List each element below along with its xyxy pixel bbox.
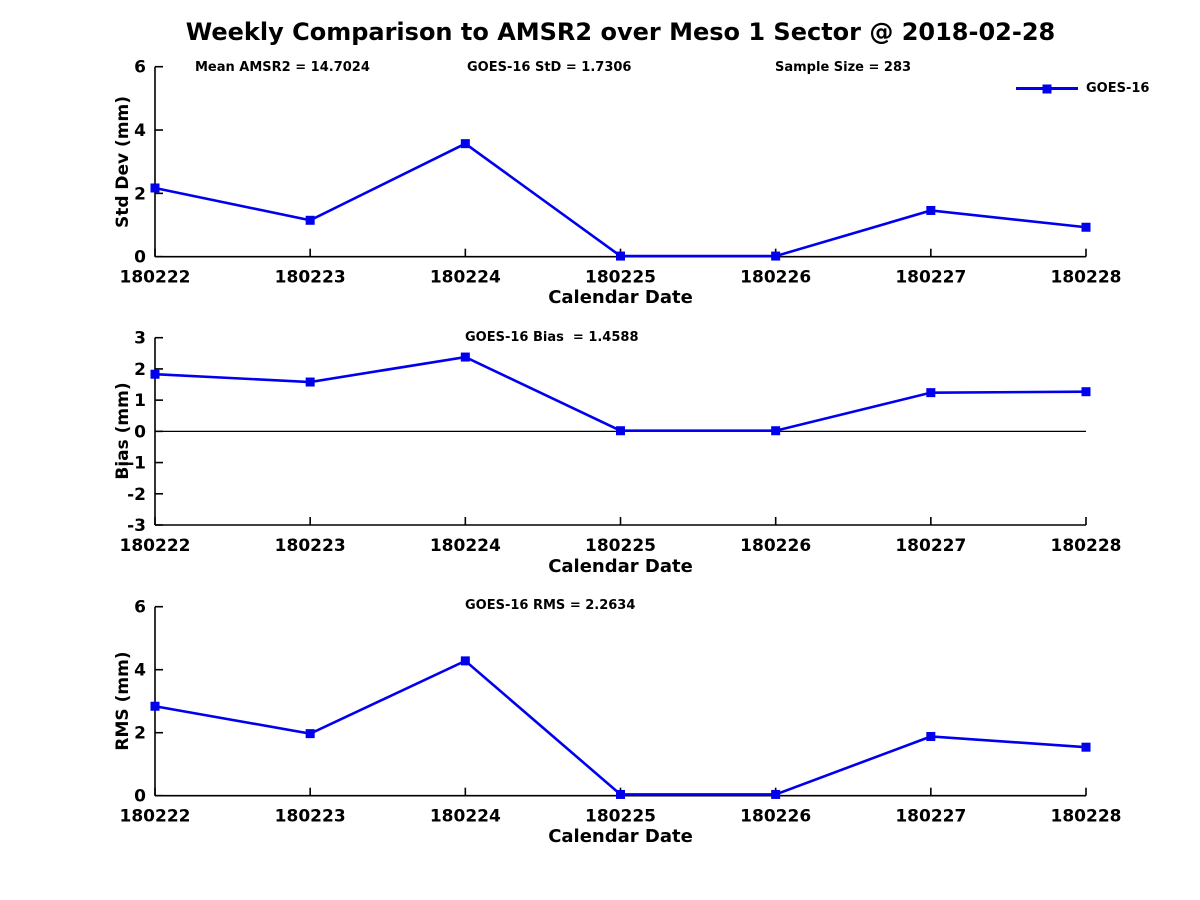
data-point-marker [305, 215, 315, 225]
data-line [154, 659, 1087, 796]
data-point-marker [305, 377, 315, 387]
x-tick-label: 180227 [895, 268, 966, 288]
y-tick-label: 0 [134, 787, 146, 807]
x-tick-label: 180224 [430, 536, 501, 556]
data-point-marker [771, 251, 781, 261]
data-point-marker [1081, 222, 1091, 232]
y-tick-label: 4 [134, 121, 146, 141]
x-tick-label: 180226 [740, 268, 811, 288]
x-tick-label: 180228 [1051, 536, 1122, 556]
x-tick-label: 180225 [585, 268, 656, 288]
data-point-marker [926, 388, 936, 398]
y-tick-label: 6 [134, 598, 146, 618]
x-tick-label: 180227 [895, 807, 966, 827]
data-point-marker [926, 731, 936, 741]
x-tick-label: 180222 [120, 536, 191, 556]
x-tick-label: 180223 [275, 536, 346, 556]
data-point-marker [150, 369, 160, 379]
y-tick-label: -2 [127, 485, 146, 505]
x-axis-label-stddev: Calendar Date [548, 287, 693, 308]
x-tick-label: 180227 [895, 536, 966, 556]
data-point-marker [616, 789, 625, 799]
annotation-mean-amsr2: Mean AMSR2 = 14.7024 [195, 60, 370, 75]
annotation-goes16-rms: GOES-16 RMS = 2.2634 [465, 598, 636, 613]
y-tick-label: 2 [134, 184, 146, 204]
x-tick-label: 180225 [585, 536, 656, 556]
x-tick-label: 180222 [120, 807, 191, 827]
x-tick-label: 180226 [740, 536, 811, 556]
y-tick-label: 0 [134, 422, 146, 442]
x-axis-label-bias: Calendar Date [548, 556, 693, 577]
data-point-marker [305, 729, 315, 739]
y-tick-label: -1 [127, 454, 146, 474]
x-tick-label: 180228 [1051, 807, 1122, 827]
data-point-marker [1081, 387, 1091, 397]
y-tick-label: 0 [134, 248, 146, 268]
x-tick-label: 180223 [275, 268, 346, 288]
data-point-marker [771, 426, 781, 436]
data-line [154, 355, 1087, 433]
data-point-marker [150, 183, 160, 193]
data-point-marker [460, 139, 470, 149]
data-point-marker [150, 701, 160, 711]
annotation-goes16-bias: GOES-16 Bias = 1.4588 [465, 330, 639, 345]
x-tick-label: 180226 [740, 807, 811, 827]
y-tick-label: 2 [134, 724, 146, 744]
annotation-goes16-std: GOES-16 StD = 1.7306 [467, 60, 632, 75]
x-tick-label: 180223 [275, 807, 346, 827]
data-point-marker [616, 426, 625, 436]
y-tick-label: 3 [134, 329, 146, 349]
data-point-marker [460, 656, 470, 666]
y-tick-label: 6 [134, 58, 146, 78]
y-tick-label: 4 [134, 661, 146, 681]
legend-label: GOES-16 [1086, 81, 1150, 96]
annotation-sample-size: Sample Size = 283 [775, 60, 912, 75]
data-point-marker [926, 205, 936, 215]
x-axis-label-rms: Calendar Date [548, 826, 693, 847]
y-axis-label-rms: RMS (mm) [113, 651, 133, 751]
y-tick-label: 1 [134, 391, 146, 411]
data-point-marker [1081, 742, 1091, 752]
legend-square-marker-icon [1042, 84, 1052, 93]
legend-line-sample [1016, 84, 1078, 93]
x-tick-label: 180222 [120, 268, 191, 288]
x-tick-label: 180228 [1051, 268, 1122, 288]
data-point-marker [460, 352, 470, 362]
y-axis-label-stddev: Std Dev (mm) [113, 95, 133, 229]
x-tick-label: 180224 [430, 807, 501, 827]
data-line [154, 142, 1087, 258]
x-tick-label: 180225 [585, 807, 656, 827]
data-point-marker [616, 251, 625, 261]
x-tick-label: 180224 [430, 268, 501, 288]
data-point-marker [771, 789, 781, 799]
y-tick-label: 2 [134, 360, 146, 380]
y-axis-label-bias: Bias (mm) [113, 382, 133, 480]
legend: GOES-16 [1016, 81, 1149, 96]
chart-title: Weekly Comparison to AMSR2 over Meso 1 S… [185, 18, 1056, 46]
y-tick-label: -3 [127, 516, 146, 536]
